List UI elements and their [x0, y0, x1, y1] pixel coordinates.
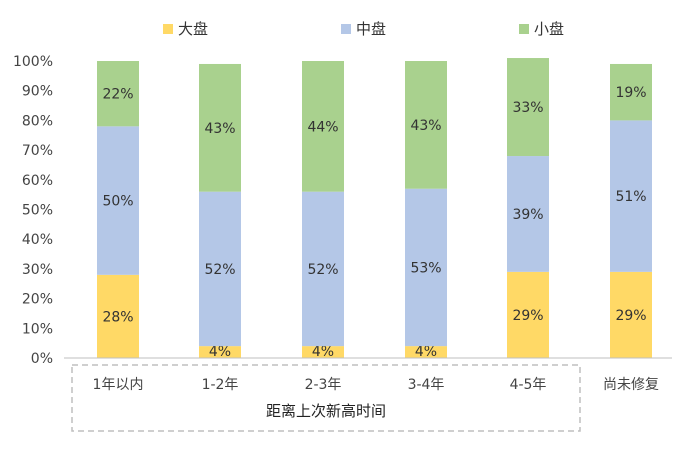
bar-segment [199, 191, 241, 347]
bar-segment [302, 346, 344, 358]
data-label: 29% [615, 308, 646, 324]
legend-swatch-1 [163, 24, 173, 34]
bars: 28% 50% 22% 4% 52% 43% 4% 52% 44% 4% 53% 43% 29% 39% 3… [97, 58, 652, 360]
bar-segment [610, 271, 652, 358]
data-label: 43% [204, 121, 235, 137]
y-tick-label: 80% [22, 113, 53, 129]
y-tick-label: 50% [22, 203, 53, 219]
y-tick-label: 30% [22, 262, 53, 278]
legend-label-3: 小盘 [534, 20, 564, 38]
data-label: 4% [209, 344, 231, 360]
x-tick-label: 1-2年 [202, 377, 239, 393]
data-label: 51% [615, 189, 646, 205]
data-label: 53% [410, 260, 441, 276]
data-label: 19% [615, 85, 646, 101]
data-label: 33% [512, 100, 543, 116]
data-label: 52% [307, 262, 338, 278]
group-bracket [71, 364, 581, 432]
legend-label-2: 中盘 [356, 20, 386, 38]
data-label: 22% [102, 87, 133, 103]
y-tick-label: 10% [22, 321, 53, 337]
x-tick-label: 2-3年 [305, 377, 342, 393]
y-axis: 0% 10% 20% 30% 40% 50% 60% 70% 80% 90% 100% [13, 54, 53, 367]
y-tick-label: 60% [22, 173, 53, 189]
group-title: 距离上次新高时间 [266, 402, 386, 420]
data-label: 29% [512, 308, 543, 324]
data-label: 52% [204, 262, 235, 278]
x-tick-label: 4-5年 [510, 377, 547, 393]
bar-segment [302, 61, 344, 192]
bar-segment [507, 156, 549, 272]
data-label: 4% [415, 344, 437, 360]
bar-segment [199, 346, 241, 358]
data-label: 4% [312, 344, 334, 360]
bar-segment [610, 63, 652, 121]
y-tick-label: 100% [13, 54, 53, 70]
bar-segment [405, 188, 447, 347]
x-tick-label: 尚未修复 [603, 376, 659, 393]
legend: 大盘 中盘 小盘 [163, 20, 564, 38]
bar-segment [507, 271, 549, 358]
data-label: 43% [410, 118, 441, 134]
bar-segment [97, 61, 139, 127]
data-label: 44% [307, 119, 338, 135]
data-label: 28% [102, 309, 133, 325]
bar-segment [507, 58, 549, 157]
x-axis-categories: 1年以内 1-2年 2-3年 3-4年 4-5年 尚未修复 [93, 376, 659, 393]
legend-swatch-3 [519, 24, 529, 34]
y-tick-label: 0% [31, 351, 53, 367]
x-tick-label: 3-4年 [408, 377, 445, 393]
y-tick-label: 20% [22, 292, 53, 308]
y-tick-label: 70% [22, 143, 53, 159]
bar-segment [405, 61, 447, 189]
data-label: 39% [512, 207, 543, 223]
bar-segment [97, 126, 139, 275]
x-tick-label: 1年以内 [93, 377, 144, 393]
y-tick-label: 90% [22, 84, 53, 100]
data-label: 50% [102, 194, 133, 210]
legend-swatch-2 [341, 24, 351, 34]
bar-segment [97, 274, 139, 358]
bar-segment [405, 346, 447, 358]
bar-segment [610, 120, 652, 272]
y-tick-label: 40% [22, 232, 53, 248]
bar-segment [199, 63, 241, 192]
bar-segment [302, 191, 344, 347]
legend-label-1: 大盘 [178, 20, 208, 38]
